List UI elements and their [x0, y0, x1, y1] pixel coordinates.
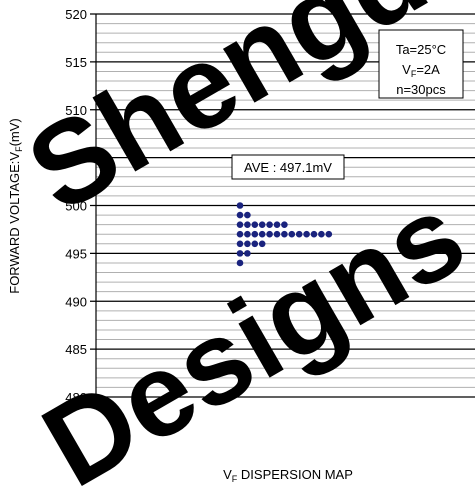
data-point [244, 212, 251, 219]
data-point [281, 221, 288, 228]
y-tick-label: 490 [65, 294, 87, 309]
data-point [244, 241, 251, 248]
data-point [274, 231, 281, 238]
y-tick-label: 515 [65, 55, 87, 70]
data-point [237, 221, 244, 228]
data-point [237, 260, 244, 267]
x-axis-title: VF DISPERSION MAP [223, 467, 353, 484]
x-axis-title-rest: DISPERSION MAP [237, 467, 353, 482]
average-box: AVE : 497.1mV [232, 155, 344, 179]
data-point [252, 231, 259, 238]
y-tick-label: 520 [65, 7, 87, 22]
condition-vf: VF=2A [402, 62, 440, 79]
average-label: AVE : 497.1mV [244, 160, 332, 175]
condition-vf-rest: =2A [416, 62, 440, 77]
y-tick-label: 485 [65, 342, 87, 357]
data-point [281, 231, 288, 238]
data-point [266, 221, 273, 228]
data-point [259, 221, 266, 228]
y-axis-title-main: FORWARD VOLTAGE:V [7, 152, 22, 294]
data-point [259, 231, 266, 238]
data-point [289, 231, 296, 238]
data-point [237, 250, 244, 257]
data-point [266, 231, 273, 238]
data-point [237, 202, 244, 209]
data-point [237, 231, 244, 238]
data-point [244, 221, 251, 228]
condition-vf-main: V [402, 62, 411, 77]
data-point [237, 241, 244, 248]
data-point [237, 212, 244, 219]
y-tick-label: 495 [65, 246, 87, 261]
data-point [274, 221, 281, 228]
data-point [244, 250, 251, 257]
x-axis-title-main: V [223, 467, 232, 482]
data-point [252, 221, 259, 228]
data-point [259, 241, 266, 248]
data-point [252, 241, 259, 248]
data-point [244, 231, 251, 238]
condition-n: n=30pcs [396, 82, 446, 97]
